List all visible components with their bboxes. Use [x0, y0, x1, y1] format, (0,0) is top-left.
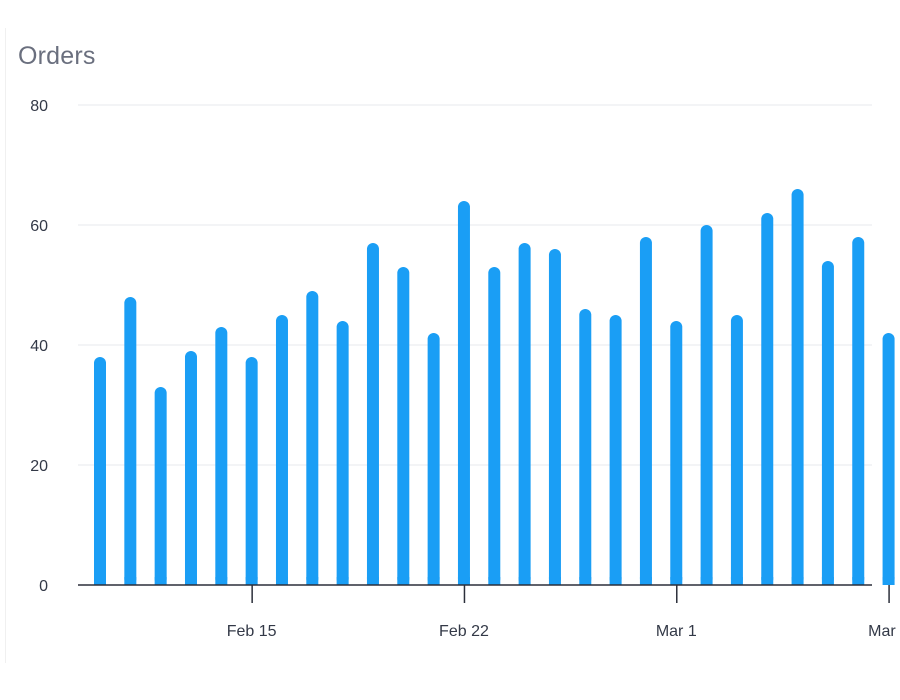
x-tick-label: Mar 8 — [868, 623, 900, 640]
bar-base — [548, 577, 561, 585]
bar — [852, 237, 865, 585]
bar — [639, 237, 652, 585]
bar — [488, 267, 501, 585]
bar — [670, 321, 683, 585]
bar — [94, 357, 106, 585]
bar-base — [761, 577, 774, 585]
chart-title: Orders — [18, 42, 96, 70]
bar-base — [275, 577, 288, 585]
bar-base — [639, 577, 652, 585]
bar-base — [852, 577, 865, 585]
x-tick-label: Mar 1 — [656, 623, 697, 640]
bar — [124, 297, 137, 585]
bar — [457, 201, 470, 585]
bar — [245, 357, 258, 585]
bar-base — [397, 577, 410, 585]
bar — [427, 333, 440, 585]
y-tick-label: 80 — [30, 98, 48, 115]
bar-base — [184, 577, 197, 585]
panel-border — [5, 28, 6, 663]
bar — [366, 243, 379, 585]
gridlines — [78, 104, 872, 466]
bar-base — [154, 577, 167, 585]
bar — [275, 315, 288, 585]
bar-base — [215, 577, 228, 585]
bar-base — [427, 577, 440, 585]
bar-base — [791, 577, 804, 585]
bar — [791, 189, 804, 585]
bar-base — [579, 577, 592, 585]
bar-base — [245, 577, 258, 585]
bar-base — [882, 577, 895, 585]
bar-base — [488, 577, 501, 585]
bar-base — [336, 577, 349, 585]
bar — [730, 315, 743, 585]
bar — [548, 249, 561, 585]
x-axis-tick-labels: Feb 15 Feb 22 Mar 1 Mar 8 — [227, 623, 900, 640]
y-tick-label: 0 — [39, 578, 48, 595]
bar-base — [730, 577, 743, 585]
bar-base — [457, 577, 470, 585]
bar — [761, 213, 774, 585]
bar-base — [366, 577, 379, 585]
bar — [821, 261, 834, 585]
bar — [397, 267, 410, 585]
bar — [579, 309, 592, 585]
bar — [609, 315, 622, 585]
x-tick-label: Feb 22 — [439, 623, 489, 640]
bar — [215, 327, 228, 585]
bar-base — [306, 577, 319, 585]
bar — [184, 351, 197, 585]
bar-base — [124, 577, 137, 585]
bar-base — [700, 577, 713, 585]
x-tick-label: Feb 15 — [227, 623, 277, 640]
x-axis — [78, 584, 890, 603]
y-tick-label: 40 — [30, 338, 48, 355]
bar — [306, 291, 319, 585]
bar-base — [94, 577, 106, 585]
y-tick-label: 20 — [30, 458, 48, 475]
bars — [94, 189, 895, 585]
y-tick-label: 60 — [30, 218, 48, 235]
bar — [700, 225, 713, 585]
bar — [336, 321, 349, 585]
bar — [154, 387, 167, 585]
bar-base — [518, 577, 531, 585]
bar-base — [609, 577, 622, 585]
bar — [882, 333, 895, 585]
bar-base — [821, 577, 834, 585]
bar — [518, 243, 531, 585]
bar-base — [670, 577, 683, 585]
y-axis-tick-labels: 0 20 40 60 80 — [30, 98, 48, 595]
